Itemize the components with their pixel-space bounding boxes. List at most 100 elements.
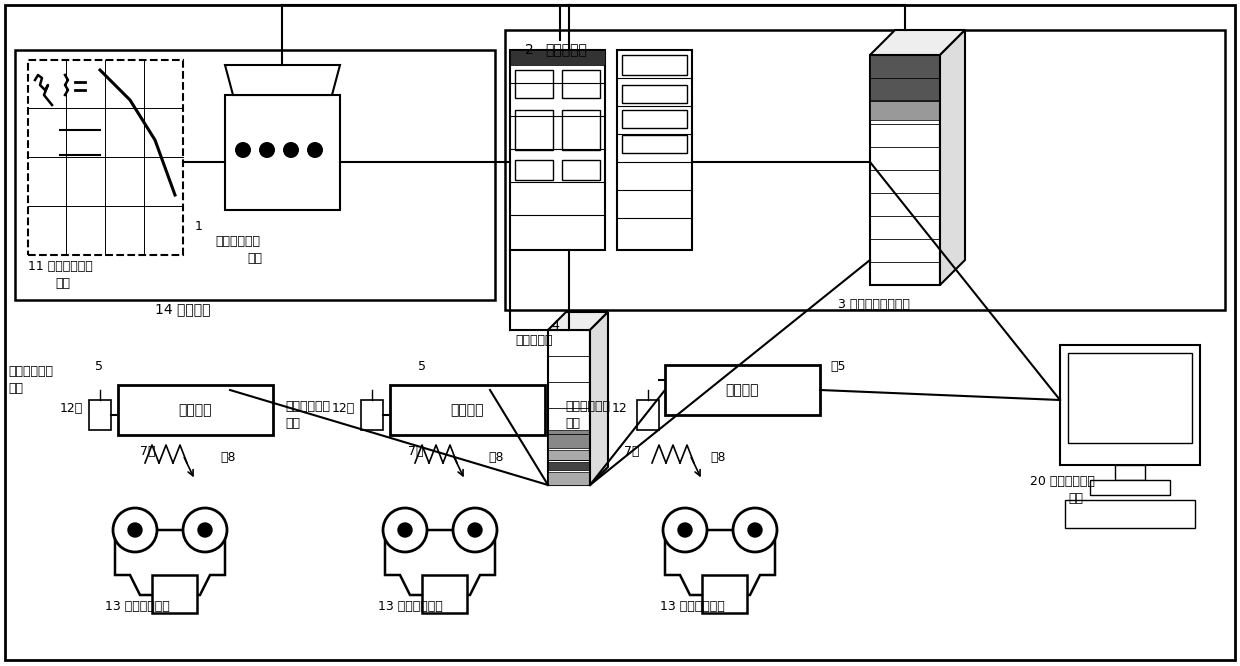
Text: ～5: ～5 (830, 360, 846, 373)
Text: 通信装置: 通信装置 (725, 383, 759, 397)
Text: 3 手写信息存储装置: 3 手写信息存储装置 (838, 298, 910, 311)
Circle shape (113, 508, 157, 552)
Bar (870, 100, 940, 120)
Bar (702, 575, 746, 613)
Text: 5: 5 (95, 360, 103, 373)
Circle shape (678, 523, 692, 537)
Text: 收发服务器: 收发服务器 (515, 334, 553, 347)
Polygon shape (115, 530, 224, 595)
Bar (622, 85, 687, 103)
Text: 12～: 12～ (332, 402, 355, 415)
Bar (1068, 353, 1192, 443)
Text: 5: 5 (418, 360, 427, 373)
Text: 14 中心装置: 14 中心装置 (155, 302, 211, 316)
Text: 13 移动信息装置: 13 移动信息装置 (660, 600, 724, 613)
Text: ～8: ～8 (219, 451, 236, 464)
Circle shape (733, 508, 777, 552)
Bar (548, 430, 590, 448)
Text: 13 移动信息装置: 13 移动信息装置 (105, 600, 170, 613)
Bar (515, 110, 553, 150)
Text: 手写信息提取: 手写信息提取 (215, 235, 260, 248)
Bar (29, 60, 184, 255)
Text: ～8: ～8 (711, 451, 725, 464)
Text: 7～: 7～ (408, 445, 424, 458)
Text: 装置: 装置 (7, 382, 24, 395)
Text: ～8: ～8 (489, 451, 503, 464)
Text: 通信装置: 通信装置 (450, 403, 484, 417)
Bar (15, 50, 495, 300)
Text: 装置: 装置 (1068, 492, 1083, 505)
Text: 装置: 装置 (285, 417, 300, 430)
Bar (391, 385, 546, 435)
Text: 20 事件信息输入: 20 事件信息输入 (1030, 475, 1095, 488)
Bar (505, 30, 1225, 310)
Polygon shape (384, 530, 495, 595)
Text: 图像信息取得: 图像信息取得 (285, 400, 330, 413)
Bar (548, 450, 590, 460)
Text: 7～: 7～ (624, 445, 640, 458)
Circle shape (128, 523, 143, 537)
Bar (1065, 500, 1195, 528)
Bar (118, 385, 273, 435)
Bar (515, 70, 553, 98)
Text: 12～: 12～ (60, 402, 83, 415)
Text: 13 移动信息装置: 13 移动信息装置 (378, 600, 443, 613)
Bar (89, 400, 112, 430)
Circle shape (748, 523, 763, 537)
Circle shape (398, 523, 412, 537)
Text: 装置: 装置 (55, 277, 69, 290)
Bar (622, 110, 687, 128)
Circle shape (663, 508, 707, 552)
Polygon shape (548, 312, 608, 330)
Bar (870, 55, 940, 285)
Circle shape (283, 142, 299, 158)
Bar (618, 50, 692, 250)
Text: 装置: 装置 (247, 252, 262, 265)
Bar (510, 50, 605, 250)
Bar (361, 400, 383, 430)
Bar (870, 55, 940, 100)
Text: 4: 4 (551, 319, 559, 332)
Polygon shape (870, 30, 965, 55)
Bar (562, 160, 600, 180)
Text: 通信装置: 通信装置 (179, 403, 212, 417)
Bar (422, 575, 467, 613)
Bar (153, 575, 197, 613)
Bar (1115, 465, 1145, 480)
Circle shape (184, 508, 227, 552)
Bar (224, 95, 340, 210)
Text: 11 手写信息输入: 11 手写信息输入 (29, 260, 93, 273)
Text: 图像信息取得: 图像信息取得 (565, 400, 610, 413)
Bar (510, 50, 605, 65)
Text: 7～: 7～ (140, 445, 155, 458)
Circle shape (453, 508, 497, 552)
Text: 12: 12 (613, 402, 627, 415)
Circle shape (236, 142, 250, 158)
Bar (637, 400, 658, 430)
Polygon shape (590, 312, 608, 485)
Bar (665, 365, 820, 415)
Polygon shape (665, 530, 775, 595)
Circle shape (383, 508, 427, 552)
Polygon shape (940, 30, 965, 285)
Text: 装置: 装置 (565, 417, 580, 430)
Bar (548, 462, 590, 470)
Circle shape (259, 142, 275, 158)
Polygon shape (224, 65, 340, 95)
Text: 2: 2 (525, 43, 533, 57)
Bar (1060, 345, 1200, 465)
Circle shape (467, 523, 482, 537)
Bar (622, 55, 687, 75)
Text: 1: 1 (195, 220, 203, 233)
Bar (1090, 480, 1171, 495)
Circle shape (308, 142, 322, 158)
Bar (548, 472, 590, 485)
Circle shape (198, 523, 212, 537)
Bar (515, 160, 553, 180)
Text: 图像信息取得: 图像信息取得 (7, 365, 53, 378)
Text: 通信服务器: 通信服务器 (546, 43, 587, 57)
Bar (548, 330, 590, 485)
Bar (622, 135, 687, 153)
Bar (562, 110, 600, 150)
Bar (562, 70, 600, 98)
